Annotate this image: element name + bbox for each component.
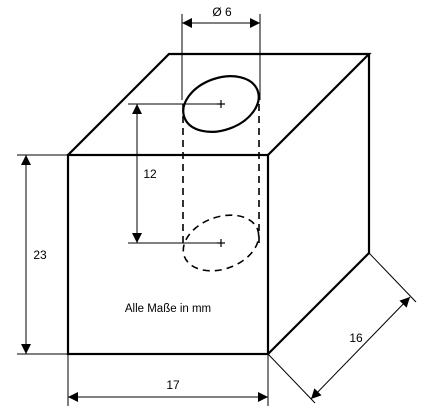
extension-line (368, 252, 417, 303)
dimension-height (17, 154, 68, 355)
bore-hole (182, 75, 260, 272)
cube-side-face-edges (267, 54, 371, 355)
extension-line (267, 353, 316, 404)
dimension-depth (267, 252, 417, 404)
dimension-width (67, 354, 269, 406)
dimension-hole-diameter (181, 14, 261, 100)
hole-diameter-label: Ø 6 (212, 5, 232, 19)
dimension-line (310, 296, 411, 400)
hole-offset-label: 12 (143, 167, 157, 181)
cube-top-face-edges (67, 52, 372, 156)
height-label: 23 (33, 248, 47, 262)
hole-top-ellipse (182, 75, 260, 133)
dimension-hole-offset (128, 103, 221, 244)
cube (66, 52, 372, 356)
units-note: Alle Maße in mm (125, 303, 211, 315)
hole-bottom-ellipse-hidden (182, 214, 260, 272)
depth-label: 16 (349, 331, 363, 345)
cube-front-face (66, 153, 270, 356)
width-label: 17 (166, 378, 180, 392)
